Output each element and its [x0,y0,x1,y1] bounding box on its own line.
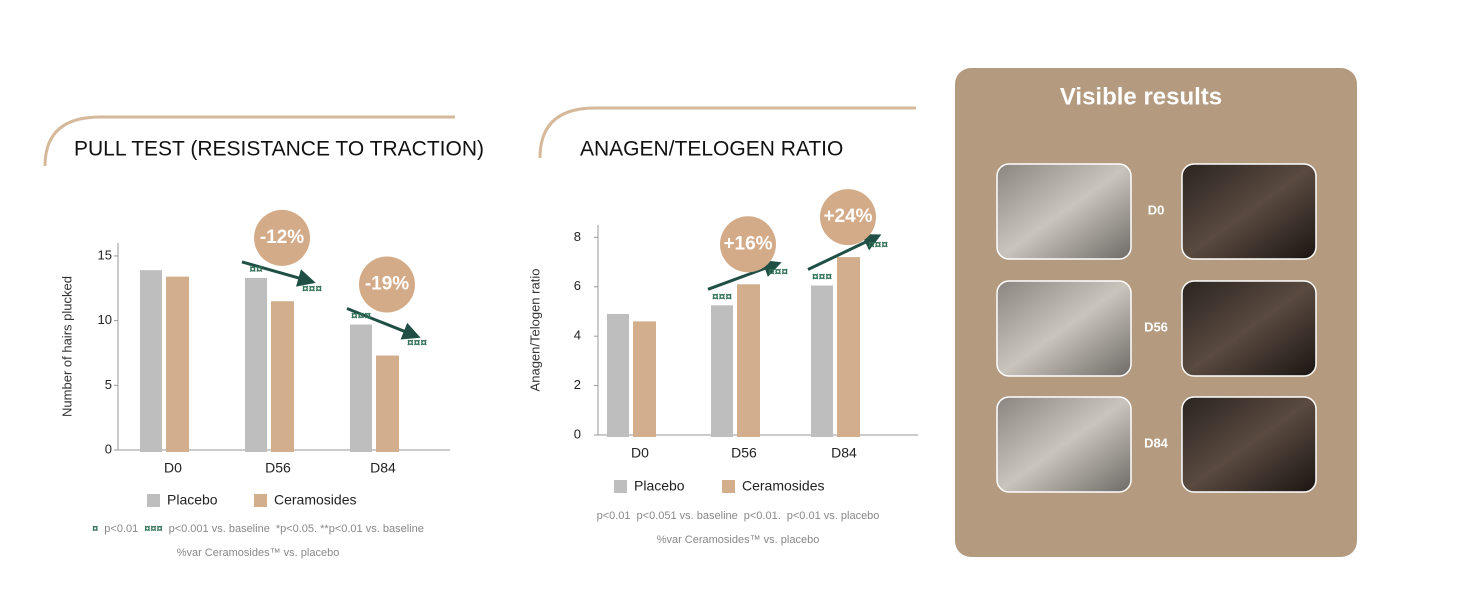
x-tick-label: D0 [164,460,182,476]
bar [607,313,629,437]
y-tick-label: 4 [574,328,581,343]
trend-arrow [241,260,316,287]
footnote-part: p<0.051 vs. baseline [637,510,738,522]
y-tick-label: 5 [105,377,112,392]
footnote-part: %var Ceramosides™ vs. placebo [657,534,820,546]
chart-title: PULL TEST (RESISTANCE TO TRACTION) [74,138,484,161]
photo-before [996,396,1132,493]
panel-title: Visible results [1060,83,1222,110]
footnote: %var Ceramosides™ vs. placebo [177,547,340,559]
row-label: D56 [1144,319,1168,334]
photo-before [996,163,1132,260]
bar [140,270,162,452]
trend-arrow [707,259,782,291]
bar [711,305,733,437]
photo-after [1181,163,1317,260]
title-arc [538,106,916,159]
x-tick-label: D56 [731,445,757,461]
photo-before [996,280,1132,377]
legend-swatch [614,480,627,493]
badge-label: +16% [723,233,772,254]
significance-marker: ¤¤¤ [302,281,322,295]
y-axis-label: Anagen/Telogen ratio [527,269,542,392]
bar [376,355,399,452]
footnote-part: %var Ceramosides™ vs. placebo [177,547,340,559]
x-tick-label: D84 [370,460,396,476]
trend-arrow [807,234,882,271]
footnote: p<0.01 p<0.051 vs. baseline p<0.01. p<0.01 … [597,510,880,522]
x-tick-label: D56 [265,460,291,476]
photo-after [1181,280,1317,377]
legend-label: Ceramosides [742,478,824,494]
y-axis-label: Number of hairs plucked [59,276,74,417]
footnote-part: p<0.001 vs. baseline [169,523,270,535]
footnote-part: ¤¤¤ [144,523,162,535]
significance-marker: ¤¤¤ [407,336,427,350]
significance-marker: ¤¤¤ [351,309,371,323]
badge-label: +24% [823,206,872,227]
photo-after [1181,396,1317,493]
x-tick-label: D84 [831,445,857,461]
y-tick-label: 10 [98,312,112,327]
footnote-part: *p<0.05. **p<0.01 vs. baseline [276,523,424,535]
significance-marker: ¤¤¤ [812,270,832,284]
badge-label: -19% [365,274,409,295]
bar [633,321,656,437]
badge [820,189,876,246]
y-tick-label: 8 [574,229,581,244]
footnote-part: ¤ [92,523,98,535]
badge [254,209,310,266]
legend-swatch [254,494,267,507]
y-tick-label: 6 [574,278,581,293]
bar [811,285,833,437]
badge-label: -12% [260,227,304,248]
significance-marker: ¤¤¤ [868,237,888,251]
chart-title: ANAGEN/TELOGEN RATIO [580,138,843,161]
bar [837,257,860,437]
title-arc [43,115,455,167]
footnote: ¤ p<0.01 ¤¤¤ p<0.001 vs. baseline *p<0.05. *… [92,523,424,535]
bar [350,324,372,452]
legend-swatch [147,494,160,507]
bar [737,284,760,437]
footnote-part: p<0.01 [104,523,138,535]
legend-label: Placebo [167,492,218,508]
y-tick-label: 0 [105,441,112,456]
bar [166,276,189,452]
row-label: D84 [1144,435,1169,450]
y-tick-label: 15 [98,247,112,262]
footnote-part: p<0.01. [744,510,781,522]
footnote: %var Ceramosides™ vs. placebo [657,534,820,546]
significance-marker: ¤¤ [249,262,263,276]
row-label: D0 [1148,202,1165,217]
badge [359,256,415,313]
footnote-part: p<0.01 vs. placebo [787,510,880,522]
footnote-part: p<0.01 [597,510,631,522]
significance-marker: ¤¤¤ [712,289,732,303]
significance-marker: ¤¤¤ [768,264,788,278]
badge [720,216,776,273]
legend-label: Ceramosides [274,492,356,508]
y-tick-label: 0 [574,426,581,441]
legend-label: Placebo [634,478,685,494]
trend-arrow [346,307,421,340]
x-tick-label: D0 [631,445,649,461]
legend-swatch [722,480,735,493]
bar [271,301,294,452]
y-tick-label: 2 [574,377,581,392]
bar [245,277,267,452]
